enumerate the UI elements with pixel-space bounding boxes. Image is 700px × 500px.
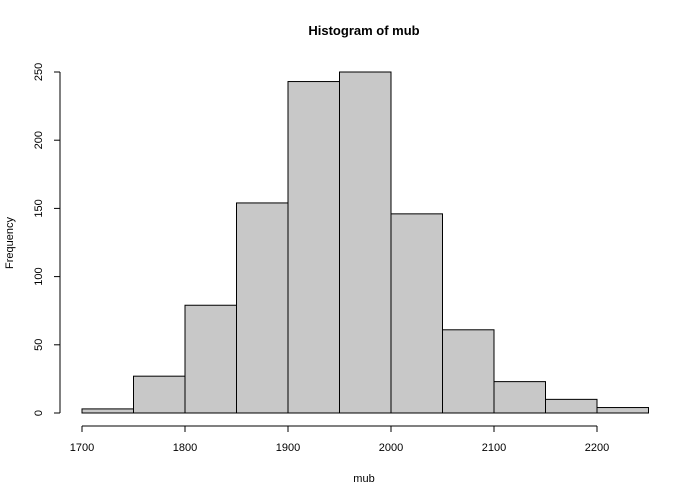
histogram-bar-2050-2100 xyxy=(442,329,495,414)
y-tick-label-200: 200 xyxy=(33,131,45,149)
x-axis-label: mub xyxy=(353,473,374,485)
histogram-bar-1850-1900 xyxy=(236,202,289,414)
x-tick-label-1800: 1800 xyxy=(173,442,197,454)
y-tick-label-100: 100 xyxy=(33,267,45,285)
y-axis-label: Frequency xyxy=(4,217,16,269)
x-tick-label-2000: 2000 xyxy=(379,442,403,454)
x-tick-label-2100: 2100 xyxy=(482,442,506,454)
histogram-bar-1900-1950 xyxy=(287,81,340,414)
histogram-bar-1800-1850 xyxy=(184,304,237,414)
histogram-bar-2100-2150 xyxy=(493,381,546,414)
y-axis: 0 50 100 150 200 250 xyxy=(33,63,61,416)
histogram-bar-2000-2050 xyxy=(390,213,443,414)
y-tick-label-250: 250 xyxy=(33,63,45,81)
bars-group xyxy=(81,71,649,414)
y-tick-label-0: 0 xyxy=(33,410,45,416)
x-axis: 1700 1800 1900 2000 2100 2200 xyxy=(70,425,609,454)
x-tick-label-1900: 1900 xyxy=(276,442,300,454)
x-tick-label-1700: 1700 xyxy=(70,442,94,454)
histogram-bar-1750-1800 xyxy=(133,375,186,414)
y-tick-label-150: 150 xyxy=(33,199,45,217)
histogram-bar-1700-1750 xyxy=(81,408,134,414)
histogram-bar-1950-2000 xyxy=(339,71,392,414)
x-tick-label-2200: 2200 xyxy=(585,442,609,454)
y-tick-label-50: 50 xyxy=(33,339,45,351)
histogram-bar-2150-2200 xyxy=(545,398,598,414)
histogram-bar-2200-2250 xyxy=(596,407,649,414)
chart-title: Histogram of mub xyxy=(308,23,419,38)
